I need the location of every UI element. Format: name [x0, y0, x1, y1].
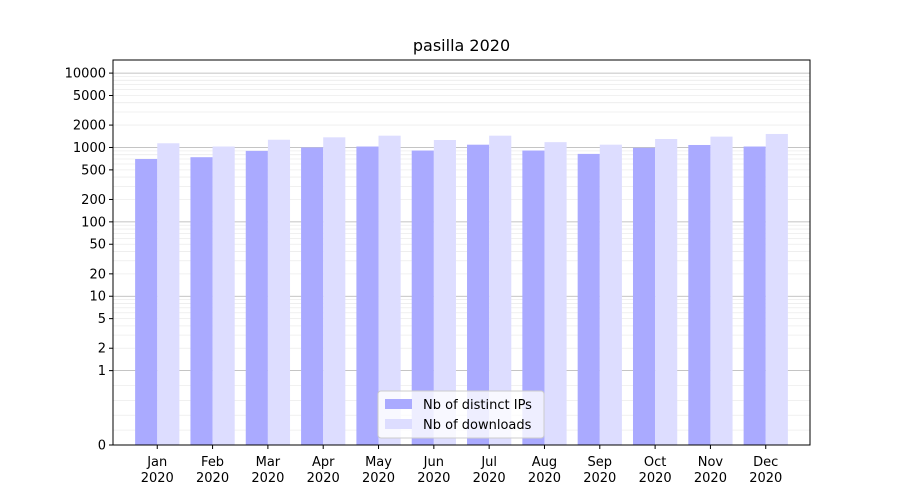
- y-tick-label: 10: [89, 290, 106, 305]
- x-tick-label: Oct 2020: [639, 455, 672, 486]
- legend: Nb of distinct IPs Nb of downloads: [377, 390, 545, 439]
- legend-label: Nb of downloads: [423, 418, 532, 433]
- legend-box: [377, 390, 545, 439]
- bar-downloads: [323, 137, 346, 446]
- bar-distinct-ips: [245, 150, 268, 446]
- bar-distinct-ips: [190, 157, 213, 445]
- y-tick-label: 100: [81, 215, 106, 230]
- x-tick-label: Nov 2020: [694, 455, 727, 486]
- bar-distinct-ips: [743, 146, 766, 445]
- x-tick-label: Jun 2020: [417, 455, 450, 486]
- bar-distinct-ips: [522, 150, 545, 445]
- bars: [135, 133, 788, 446]
- bar-distinct-ips: [301, 147, 324, 445]
- legend-label: Nb of distinct IPs: [423, 398, 532, 413]
- bar-distinct-ips: [577, 153, 600, 445]
- x-tick-label: Jan 2020: [141, 455, 174, 486]
- bar-downloads: [710, 136, 733, 445]
- x-tick-label: Dec 2020: [749, 455, 782, 486]
- y-tick-label: 20: [89, 267, 106, 282]
- y-tick-label: 2000: [73, 119, 106, 134]
- bar-downloads: [655, 139, 678, 445]
- y-axis-ticks: 0 1 2 5 10 20 50 100 200 500 1000 2000 5000 10000: [65, 67, 113, 454]
- bar-downloads: [378, 135, 401, 445]
- x-tick-label: Sep 2020: [583, 455, 616, 486]
- legend-swatch: [385, 419, 412, 429]
- chart-title: pasilla 2020: [413, 36, 510, 55]
- y-tick-label: 500: [81, 163, 106, 178]
- legend-swatch: [385, 399, 412, 409]
- bar-distinct-ips: [356, 146, 379, 445]
- x-tick-label: Jul 2020: [473, 455, 506, 486]
- y-tick-label: 2: [98, 342, 106, 357]
- y-tick-label: 1: [98, 364, 106, 379]
- bar-downloads: [157, 143, 180, 445]
- bar-downloads: [489, 135, 512, 445]
- x-axis-ticks: Jan 2020 Feb 2020 Mar 2020 Apr 2020 May 2020 Jun 20…: [141, 445, 782, 486]
- x-tick-label: May 2020: [362, 455, 395, 486]
- x-tick-label: Apr 2020: [307, 455, 340, 486]
- y-tick-label: 5: [98, 312, 106, 327]
- bar-distinct-ips: [467, 144, 490, 445]
- x-tick-label: Aug 2020: [528, 455, 561, 486]
- x-tick-label: Mar 2020: [251, 455, 284, 486]
- plot-frame: [112, 59, 811, 446]
- bar-downloads: [544, 142, 567, 445]
- bar-distinct-ips: [135, 158, 158, 445]
- y-tick-label: 50: [89, 238, 106, 253]
- bar-downloads: [212, 146, 235, 445]
- bar-downloads: [599, 144, 622, 445]
- bar-downloads: [433, 140, 456, 446]
- bar-distinct-ips: [632, 147, 656, 445]
- y-tick-label: 0: [98, 439, 106, 454]
- y-tick-label: 5000: [73, 89, 106, 104]
- bar-distinct-ips: [688, 144, 711, 445]
- bar-downloads: [765, 133, 788, 446]
- x-tick-label: Feb 2020: [196, 455, 229, 486]
- y-tick-label: 10000: [65, 67, 106, 82]
- bar-distinct-ips: [411, 150, 434, 445]
- y-tick-label: 200: [81, 193, 106, 208]
- bar-downloads: [267, 139, 291, 445]
- y-tick-label: 1000: [73, 141, 106, 156]
